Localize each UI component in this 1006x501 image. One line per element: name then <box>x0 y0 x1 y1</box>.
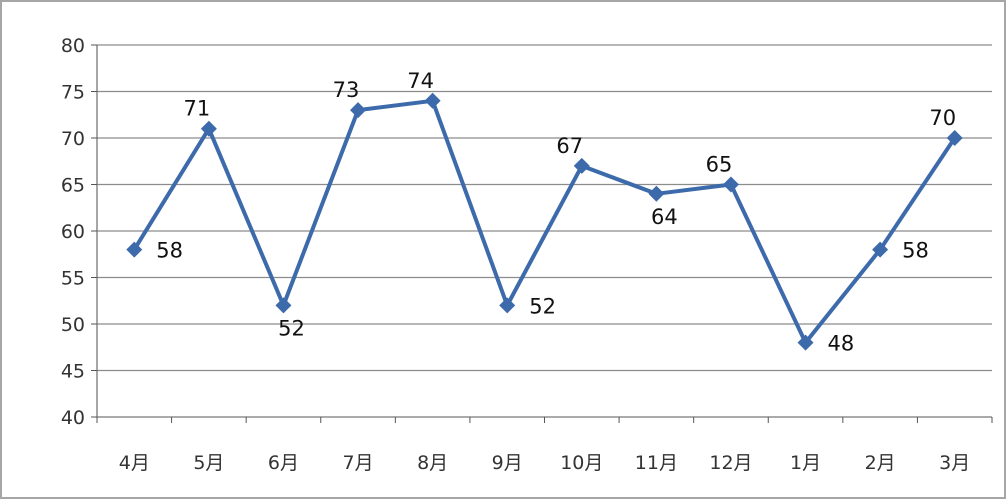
y-tick-label-45: 45 <box>61 361 85 383</box>
y-tick-label-75: 75 <box>61 82 85 104</box>
data-point-9 <box>797 334 814 351</box>
data-label-10: 58 <box>902 239 929 263</box>
data-point-2 <box>275 297 292 314</box>
data-point-7 <box>648 185 665 202</box>
data-label-4: 74 <box>407 69 434 93</box>
x-tick-label-3: 7月 <box>342 452 373 474</box>
x-tick-label-11: 3月 <box>939 452 970 474</box>
y-tick-label-65: 65 <box>61 175 85 197</box>
x-tick-label-5: 9月 <box>492 452 523 474</box>
x-tick-label-10: 2月 <box>865 452 896 474</box>
x-tick-label-6: 10月 <box>560 452 603 474</box>
x-tick-label-4: 8月 <box>417 452 448 474</box>
y-tick-label-50: 50 <box>61 314 85 336</box>
series-markers <box>126 92 963 351</box>
data-label-11: 70 <box>929 106 956 130</box>
x-tick-label-9: 1月 <box>790 452 821 474</box>
data-point-8 <box>722 176 739 193</box>
x-tick-label-7: 11月 <box>635 452 678 474</box>
data-point-1 <box>200 120 217 137</box>
data-label-6: 67 <box>556 134 583 158</box>
x-tick-label-8: 12月 <box>709 452 752 474</box>
data-label-8: 65 <box>706 153 733 177</box>
data-labels: 58 71 52 73 74 52 67 64 65 48 58 70 <box>156 69 956 356</box>
y-tick-label-40: 40 <box>61 407 85 429</box>
x-tick-label-2: 6月 <box>268 452 299 474</box>
data-point-0 <box>126 241 143 258</box>
data-label-0: 58 <box>156 239 183 263</box>
y-tick-label-70: 70 <box>61 128 85 150</box>
data-point-11 <box>946 130 963 146</box>
data-point-6 <box>573 157 590 174</box>
series-line <box>132 98 957 345</box>
data-label-7: 64 <box>651 205 678 229</box>
gridlines <box>97 44 992 372</box>
data-point-5 <box>499 297 516 314</box>
y-tick-label-55: 55 <box>61 268 85 290</box>
y-tick-label-60: 60 <box>61 221 85 243</box>
data-point-10 <box>872 241 889 258</box>
data-label-3: 73 <box>333 78 360 102</box>
data-label-2: 52 <box>278 316 305 340</box>
series-line-path <box>132 98 957 345</box>
x-tick-label-1: 5月 <box>193 452 224 474</box>
data-point-3 <box>350 102 367 119</box>
data-point-4 <box>424 92 441 109</box>
data-label-1: 71 <box>184 97 211 121</box>
y-tick-label-80: 80 <box>61 35 85 57</box>
x-tick-label-0: 4月 <box>119 452 150 474</box>
x-axis-ticks: 4月 5月 6月 7月 8月 9月 10月 11月 12月 1月 2月 3月 <box>96 417 993 474</box>
data-label-5: 52 <box>529 294 556 318</box>
data-label-9: 48 <box>828 332 855 356</box>
y-axis-ticks: 40 45 50 55 60 65 70 75 80 <box>61 35 97 429</box>
